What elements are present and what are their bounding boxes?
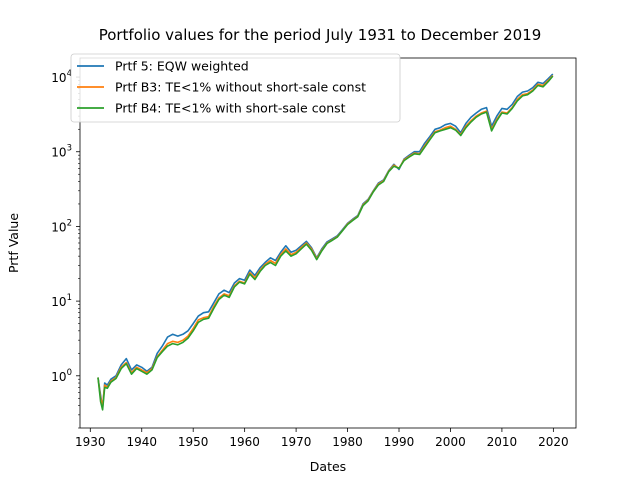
legend-entry-label: Prtf 5: EQW weighted: [115, 59, 249, 74]
x-tick-label: 1930: [75, 435, 106, 449]
y-tick-label: 101: [51, 293, 72, 309]
x-tick-label: 1990: [384, 435, 415, 449]
chart-title: Portfolio values for the period July 193…: [99, 26, 542, 44]
series-layer: [97, 73, 554, 411]
x-tick-label: 2010: [487, 435, 518, 449]
x-tick-label: 2000: [435, 435, 466, 449]
x-tick-label: 1970: [281, 435, 312, 449]
y-axis-label: Prtf Value: [6, 213, 21, 273]
legend: Prtf 5: EQW weighted Prtf B3: TE<1% witho…: [70, 53, 401, 123]
legend-entry-label: Prtf B4: TE<1% with short-sale const: [115, 101, 346, 116]
y-tick-label: 104: [51, 69, 72, 85]
x-tick-label: 1940: [126, 435, 157, 449]
series-line-3: [97, 75, 554, 411]
series-line-1: [97, 73, 554, 409]
y-tick-label: 100: [51, 368, 72, 384]
series-line-2: [97, 74, 554, 407]
y-tick-label: 103: [51, 144, 72, 160]
y-axis: 100 101 102 103 104: [51, 69, 80, 429]
legend-entry-label: Prtf B3: TE<1% without short-sale const: [115, 80, 366, 95]
x-axis-label: Dates: [310, 459, 346, 474]
x-tick-label: 2020: [538, 435, 569, 449]
y-tick-label: 102: [51, 218, 72, 234]
x-tick-label: 1980: [332, 435, 363, 449]
x-tick-label: 1960: [229, 435, 260, 449]
x-tick-label: 1950: [178, 435, 209, 449]
x-axis: 1930 1940 1950 1960 1970 1980 1990 2000 2010 2020: [75, 428, 569, 449]
legend-box: [70, 53, 401, 123]
